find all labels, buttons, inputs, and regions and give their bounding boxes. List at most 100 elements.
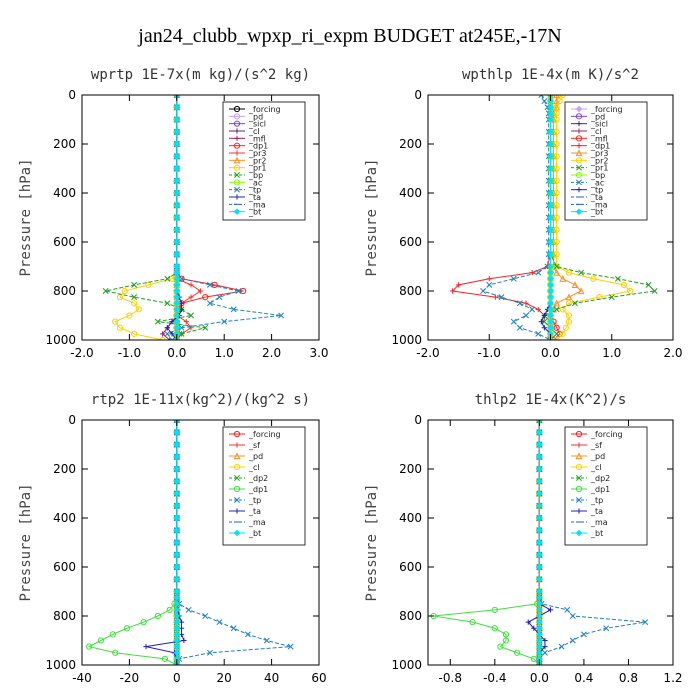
data-point (173, 637, 181, 644)
data-point (131, 330, 138, 337)
x-tick-label: 2.0 (262, 346, 281, 360)
data-point (577, 287, 585, 295)
data-point (86, 643, 93, 650)
data-point (207, 281, 213, 288)
data-point (547, 324, 554, 332)
series-line (482, 95, 551, 340)
legend-marker (233, 105, 241, 113)
data-point (188, 312, 194, 319)
data-point (173, 275, 181, 283)
data-point (287, 643, 294, 650)
data-point (173, 606, 181, 614)
legend-marker (234, 442, 240, 448)
legend-marker (576, 497, 582, 503)
x-tick-label: 0.0 (541, 346, 560, 360)
data-point (263, 637, 270, 644)
data-point (131, 300, 138, 307)
data-point (202, 613, 209, 619)
data-point (553, 189, 560, 197)
data-point (480, 288, 487, 294)
x-tick-label: 1.2 (663, 671, 682, 685)
data-point (525, 619, 531, 625)
data-point (178, 275, 185, 282)
data-point (542, 637, 548, 644)
data-point (536, 643, 543, 650)
legend-label: _pd (590, 112, 605, 121)
data-point (553, 116, 560, 123)
legend-label: _cl (590, 463, 602, 472)
data-point (154, 612, 161, 620)
data-point (513, 649, 521, 656)
data-point (492, 294, 498, 300)
x-tick-label: 1.0 (215, 346, 234, 360)
legend-marker (575, 208, 583, 215)
y-axis-label: Pressure [hPa] (364, 158, 380, 276)
data-point (531, 625, 537, 631)
legend-label: _ma (248, 200, 266, 209)
data-point (603, 625, 610, 632)
data-point (538, 319, 544, 325)
data-point (278, 312, 285, 319)
data-point (553, 140, 560, 148)
series-dp1 (430, 420, 543, 665)
data-point (553, 263, 560, 270)
data-point (173, 287, 181, 295)
data-point (188, 282, 194, 288)
legend-label: _bt (248, 529, 261, 538)
legend-label: _bt (590, 529, 603, 538)
data-point (547, 201, 554, 209)
data-point (547, 128, 554, 136)
data-point (558, 643, 565, 650)
series-line (105, 95, 206, 340)
legend-marker (576, 475, 582, 481)
y-tick-label: 800 (399, 284, 422, 298)
legend-marker (233, 156, 241, 164)
data-point (529, 306, 536, 313)
data-point (126, 312, 133, 319)
data-point (121, 287, 128, 295)
data-point (547, 263, 554, 270)
data-point (202, 324, 209, 331)
data-point (578, 269, 585, 276)
legend-marker (575, 105, 583, 113)
data-point (536, 606, 543, 614)
data-point (173, 177, 181, 185)
data-point (535, 269, 542, 276)
data-point (536, 465, 543, 473)
plot-frame (81, 419, 320, 666)
data-point (491, 625, 498, 632)
legend-marker (234, 508, 240, 514)
data-point (547, 250, 554, 258)
plot-area (86, 420, 294, 665)
x-tick-label: 0.4 (574, 671, 593, 685)
series-line (451, 95, 551, 340)
legend-label: _dp1 (248, 485, 268, 494)
data-point (536, 514, 543, 522)
chart-title: wpthlp 1E-4x(m K)/s^2 (462, 67, 639, 83)
data-point (510, 318, 517, 325)
data-point (547, 177, 554, 185)
series-bt (547, 95, 554, 340)
x-tick-label: -40 (72, 671, 92, 685)
x-tick-label: 2.0 (663, 346, 682, 360)
data-point (173, 441, 181, 448)
data-point (642, 619, 649, 626)
legend: _forcing _sf _pd _cl _dp2 _dp1 _tp _ta _ma _bt (564, 426, 648, 546)
data-point (173, 152, 181, 160)
legend-label: _ma (590, 200, 608, 209)
x-tick-label: -20 (120, 671, 140, 685)
data-point (178, 330, 185, 337)
legend-label: _pr3 (590, 149, 608, 158)
data-point (541, 312, 547, 319)
data-point (536, 575, 543, 583)
data-point (536, 428, 543, 436)
data-point (498, 294, 505, 301)
legend-marker (234, 186, 240, 193)
legend-label: _forcing (248, 105, 281, 114)
data-point (173, 214, 181, 221)
data-point (553, 268, 561, 276)
data-point (553, 238, 560, 246)
x-tick-label: 1.0 (602, 346, 621, 360)
data-point (565, 300, 572, 307)
